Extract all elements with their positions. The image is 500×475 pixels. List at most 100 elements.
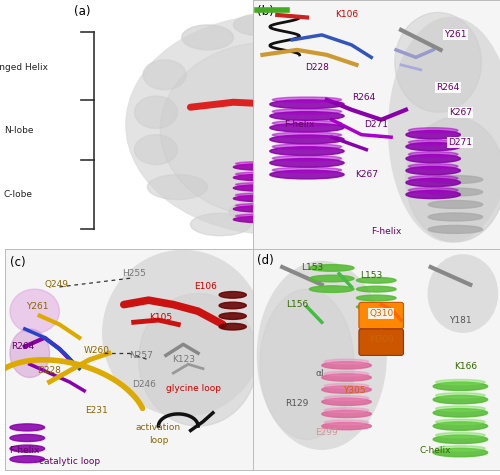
Ellipse shape	[236, 172, 308, 176]
Ellipse shape	[310, 265, 354, 271]
Ellipse shape	[272, 97, 342, 103]
Ellipse shape	[433, 422, 488, 430]
Ellipse shape	[236, 182, 308, 187]
Text: K166: K166	[454, 362, 477, 371]
Text: (a): (a)	[74, 5, 91, 18]
Ellipse shape	[358, 92, 418, 98]
Ellipse shape	[236, 162, 308, 166]
Ellipse shape	[324, 359, 369, 364]
Ellipse shape	[160, 42, 376, 217]
Ellipse shape	[143, 60, 186, 90]
Text: Y181: Y181	[449, 315, 471, 324]
Ellipse shape	[436, 419, 485, 425]
Text: W260: W260	[84, 346, 110, 355]
Text: N-lobe: N-lobe	[4, 126, 33, 135]
Text: K105: K105	[150, 314, 172, 323]
Text: K123: K123	[172, 355, 194, 364]
Ellipse shape	[234, 14, 294, 36]
Ellipse shape	[428, 226, 482, 233]
Ellipse shape	[270, 147, 344, 155]
Text: C-helix: C-helix	[420, 446, 452, 455]
Ellipse shape	[234, 206, 311, 212]
Ellipse shape	[322, 386, 372, 393]
Ellipse shape	[360, 70, 416, 75]
Ellipse shape	[310, 286, 354, 293]
Ellipse shape	[182, 25, 234, 50]
Ellipse shape	[408, 152, 458, 157]
Ellipse shape	[406, 142, 460, 151]
Ellipse shape	[428, 188, 482, 196]
Ellipse shape	[343, 43, 382, 48]
Text: L153: L153	[301, 263, 323, 272]
Ellipse shape	[236, 203, 308, 208]
Ellipse shape	[397, 158, 448, 166]
Text: Y305: Y305	[342, 386, 365, 395]
Ellipse shape	[343, 62, 382, 67]
Ellipse shape	[436, 380, 485, 385]
Ellipse shape	[311, 187, 362, 212]
Ellipse shape	[324, 371, 369, 376]
Text: D271: D271	[448, 138, 472, 147]
Ellipse shape	[234, 174, 311, 181]
Ellipse shape	[134, 96, 178, 128]
Ellipse shape	[234, 185, 311, 191]
Ellipse shape	[234, 163, 311, 171]
Ellipse shape	[10, 445, 44, 452]
Text: protomer B: protomer B	[362, 46, 414, 54]
Ellipse shape	[270, 100, 344, 109]
Ellipse shape	[358, 73, 418, 79]
Ellipse shape	[270, 159, 344, 167]
Ellipse shape	[406, 190, 460, 199]
Ellipse shape	[360, 51, 416, 56]
Ellipse shape	[397, 133, 448, 141]
Text: αI: αI	[350, 60, 358, 69]
Ellipse shape	[272, 144, 342, 149]
Ellipse shape	[433, 408, 488, 417]
Ellipse shape	[324, 396, 369, 400]
Ellipse shape	[126, 15, 427, 235]
Text: F-helix: F-helix	[284, 120, 314, 129]
Text: F-helix: F-helix	[371, 228, 402, 237]
Text: activation: activation	[136, 423, 181, 432]
Text: K267: K267	[449, 108, 472, 117]
Ellipse shape	[428, 255, 498, 332]
Ellipse shape	[360, 89, 416, 94]
Ellipse shape	[310, 275, 354, 282]
Text: Winged Helix: Winged Helix	[0, 63, 48, 72]
Ellipse shape	[408, 140, 458, 145]
Ellipse shape	[322, 410, 372, 418]
Ellipse shape	[433, 382, 488, 390]
Text: (d): (d)	[258, 254, 274, 267]
Ellipse shape	[219, 323, 246, 330]
Ellipse shape	[433, 448, 488, 457]
Ellipse shape	[219, 302, 246, 309]
Ellipse shape	[341, 90, 384, 120]
Ellipse shape	[236, 214, 308, 218]
Ellipse shape	[10, 424, 44, 431]
Text: catalytic loop: catalytic loop	[39, 457, 100, 466]
Ellipse shape	[406, 117, 500, 242]
Text: Y261: Y261	[444, 30, 466, 39]
Ellipse shape	[388, 18, 500, 242]
Text: L153: L153	[360, 271, 382, 280]
Ellipse shape	[258, 262, 386, 449]
Text: R129: R129	[286, 399, 308, 408]
Text: (c): (c)	[10, 256, 26, 269]
Text: M309: M309	[368, 335, 394, 344]
Ellipse shape	[324, 383, 369, 388]
Text: D246: D246	[132, 380, 156, 389]
Ellipse shape	[358, 63, 418, 69]
Ellipse shape	[436, 406, 485, 411]
FancyBboxPatch shape	[359, 303, 404, 329]
Text: loop: loop	[149, 436, 168, 445]
Ellipse shape	[356, 304, 396, 310]
Ellipse shape	[10, 289, 59, 333]
Ellipse shape	[234, 195, 311, 202]
Ellipse shape	[436, 393, 485, 398]
Ellipse shape	[280, 219, 332, 239]
Ellipse shape	[298, 28, 341, 51]
Ellipse shape	[356, 286, 396, 292]
Ellipse shape	[408, 176, 458, 181]
Text: Q249: Q249	[45, 280, 69, 289]
Ellipse shape	[10, 456, 44, 463]
